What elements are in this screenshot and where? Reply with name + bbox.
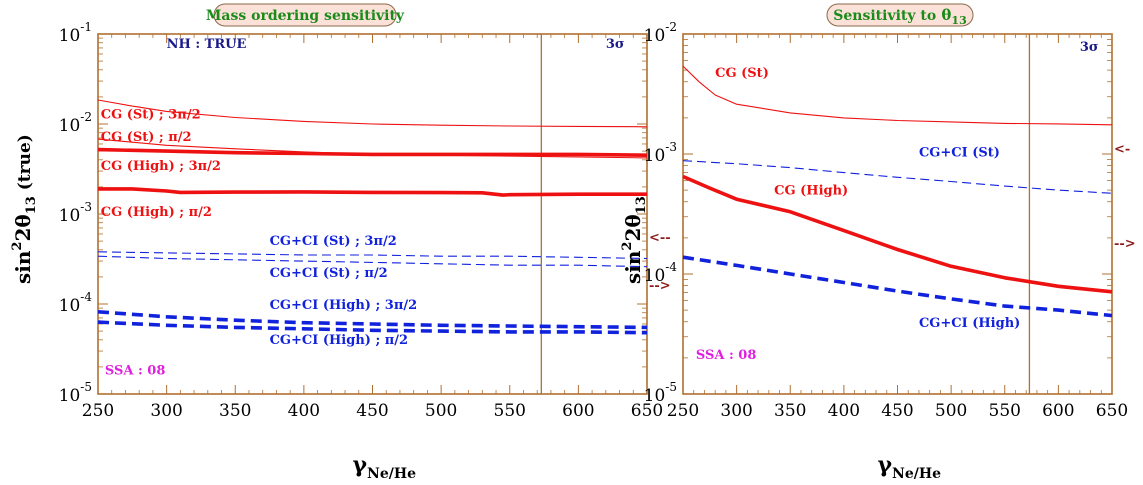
x-tick-label: 450 [356, 401, 388, 421]
x-tick-label: 650 [631, 401, 663, 421]
series-label: CG+CI (High) ; 3π/2 [270, 298, 418, 313]
x-tick-label: 300 [720, 401, 752, 421]
series-line [682, 65, 1113, 126]
y-tick-label: 10-3 [644, 140, 677, 166]
series-line [97, 251, 648, 260]
series-label: CG+CI (St) [919, 146, 1000, 161]
series-label: CG (High) [774, 183, 848, 198]
arrow-marker: --> [649, 279, 671, 294]
x-tick-label: 500 [935, 401, 967, 421]
x-tick-label: 450 [881, 401, 913, 421]
x-tick-label: 650 [1096, 401, 1128, 421]
x-tick-label: 250 [667, 401, 699, 421]
chart-title: Sensitivity to θ13 [833, 6, 966, 27]
x-tick-label: 600 [562, 401, 594, 421]
x-tick-label: 350 [219, 401, 251, 421]
x-axis-label: γNe/He [353, 452, 417, 482]
series-label: CG+CI (High) ; π/2 [270, 333, 409, 348]
x-axis-label: γNe/He [878, 452, 942, 482]
y-tick-label: 10-1 [59, 20, 92, 46]
series-label: CG (St) ; 3π/2 [101, 108, 201, 123]
y-tick-label: 10-5 [59, 380, 92, 406]
series-line [97, 147, 648, 157]
y-tick-label: 10-4 [59, 290, 93, 316]
series-label: CG (High) ; π/2 [101, 205, 212, 220]
top-label: 3σ [1080, 40, 1099, 55]
mass-ordering-chart: 250 300 350 400 450 500 550 600 650 10-5 10-4 10-3 1… [10, 3, 671, 482]
theta13-sensitivity-chart: 250 300 350 400 450 500 550 600 65010-510-410-31… [620, 3, 1136, 482]
x-tick-label: 600 [1042, 401, 1074, 421]
series-line [97, 310, 648, 330]
arrow-marker: <- [1114, 142, 1130, 157]
y-tick-label: 10-4 [644, 260, 678, 286]
series-line [682, 174, 1113, 294]
chart-title-box [826, 3, 974, 27]
y-axis-label: sin22θ13 [620, 196, 649, 284]
y-tick-label: 10-5 [644, 380, 677, 406]
series-line [97, 255, 648, 268]
x-tick-label: 350 [774, 401, 806, 421]
y-tick-label: 10-2 [644, 20, 677, 46]
series-line [682, 255, 1113, 318]
series-line [682, 160, 1113, 194]
plot-frame [682, 33, 1113, 395]
series-line [97, 320, 648, 335]
y-tick-label: 10-3 [59, 200, 92, 226]
x-tick-label: 250 [82, 401, 114, 421]
chart-title: Mass ordering sensitivity [206, 8, 405, 24]
series-label: CG (High) ; 3π/2 [101, 159, 221, 174]
top-label: NH : TRUE [167, 37, 247, 52]
series-label: CG+CI (St) ; π/2 [270, 266, 388, 281]
x-tick-label: 550 [494, 401, 526, 421]
corner-label: SSA : 08 [105, 363, 166, 378]
arrow-marker: <-- [649, 230, 671, 245]
arrow-marker: --> [1114, 236, 1136, 251]
x-tick-label: 300 [150, 401, 182, 421]
series-line [98, 187, 647, 197]
top-label: 3σ [606, 37, 625, 52]
x-tick-label: 500 [425, 401, 457, 421]
x-tick-label: 400 [828, 401, 860, 421]
y-axis-label: sin22θ13 (true) [10, 134, 39, 284]
x-tick-label: 400 [288, 401, 320, 421]
corner-label: SSA : 08 [696, 348, 757, 363]
series-label: CG (St) ; π/2 [101, 130, 192, 145]
series-label: CG+CI (St) ; 3π/2 [270, 234, 397, 249]
y-tick-label: 10-2 [59, 110, 92, 136]
series-label: CG+CI (High) [919, 316, 1020, 331]
x-tick-label: 550 [989, 401, 1021, 421]
chart-title-box [213, 3, 397, 27]
series-line [97, 99, 648, 128]
series-label: CG (St) [715, 66, 769, 81]
